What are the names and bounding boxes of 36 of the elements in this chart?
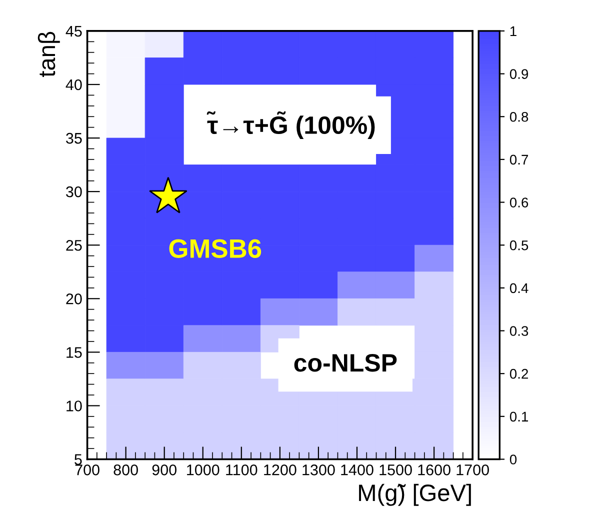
color-bar-label: 0.5 [510, 240, 528, 250]
x-tick-label: 1000 [187, 464, 220, 476]
x-tick-label: 900 [152, 464, 176, 476]
y-tick-label: 30 [66, 186, 82, 198]
annotation: τ̃→τ+G̃ (100%) [206, 111, 375, 139]
x-tick-label: 1300 [302, 464, 335, 476]
x-tick-label: 800 [114, 464, 138, 476]
x-tick-label: 1500 [380, 464, 412, 476]
color-bar-label: 0.8 [510, 112, 528, 122]
color-bar-label: 1 [510, 26, 516, 36]
y-axis-title: tanβ [38, 32, 60, 77]
y-tick-label: 25 [66, 240, 82, 251]
x-tick-label: 700 [75, 464, 100, 476]
x-tick-label: 1400 [341, 464, 374, 476]
y-tick-label: 5 [74, 454, 82, 465]
color-bar-label: 0.1 [510, 412, 528, 422]
y-tick-label: 10 [66, 400, 82, 412]
x-tick-label: 1700 [456, 464, 489, 476]
color-bar-label: 0.4 [510, 283, 528, 294]
color-bar-label: 0.6 [510, 198, 528, 208]
y-tick-label: 20 [66, 294, 82, 304]
x-tick-label: 1600 [418, 464, 450, 476]
color-bar-label: 0.7 [510, 154, 528, 165]
x-tick-label: 1100 [226, 464, 258, 476]
y-tick-label: 15 [66, 347, 82, 358]
color-bar-label: 0 [510, 454, 517, 464]
y-tick-label: 35 [66, 132, 82, 144]
y-tick-label: 45 [66, 26, 82, 37]
x-axis-title: M(g̃) [GeV] [359, 484, 471, 506]
color-bar-label: 0.3 [510, 326, 528, 336]
color-bar-label: 0.2 [510, 368, 528, 379]
x-tick-label: 1200 [264, 464, 296, 476]
y-tick-label: 40 [66, 79, 82, 90]
annotation: co-NLSP [294, 354, 397, 372]
series-label: GMSB6 [169, 239, 262, 258]
color-bar-label: 0.9 [510, 69, 528, 79]
